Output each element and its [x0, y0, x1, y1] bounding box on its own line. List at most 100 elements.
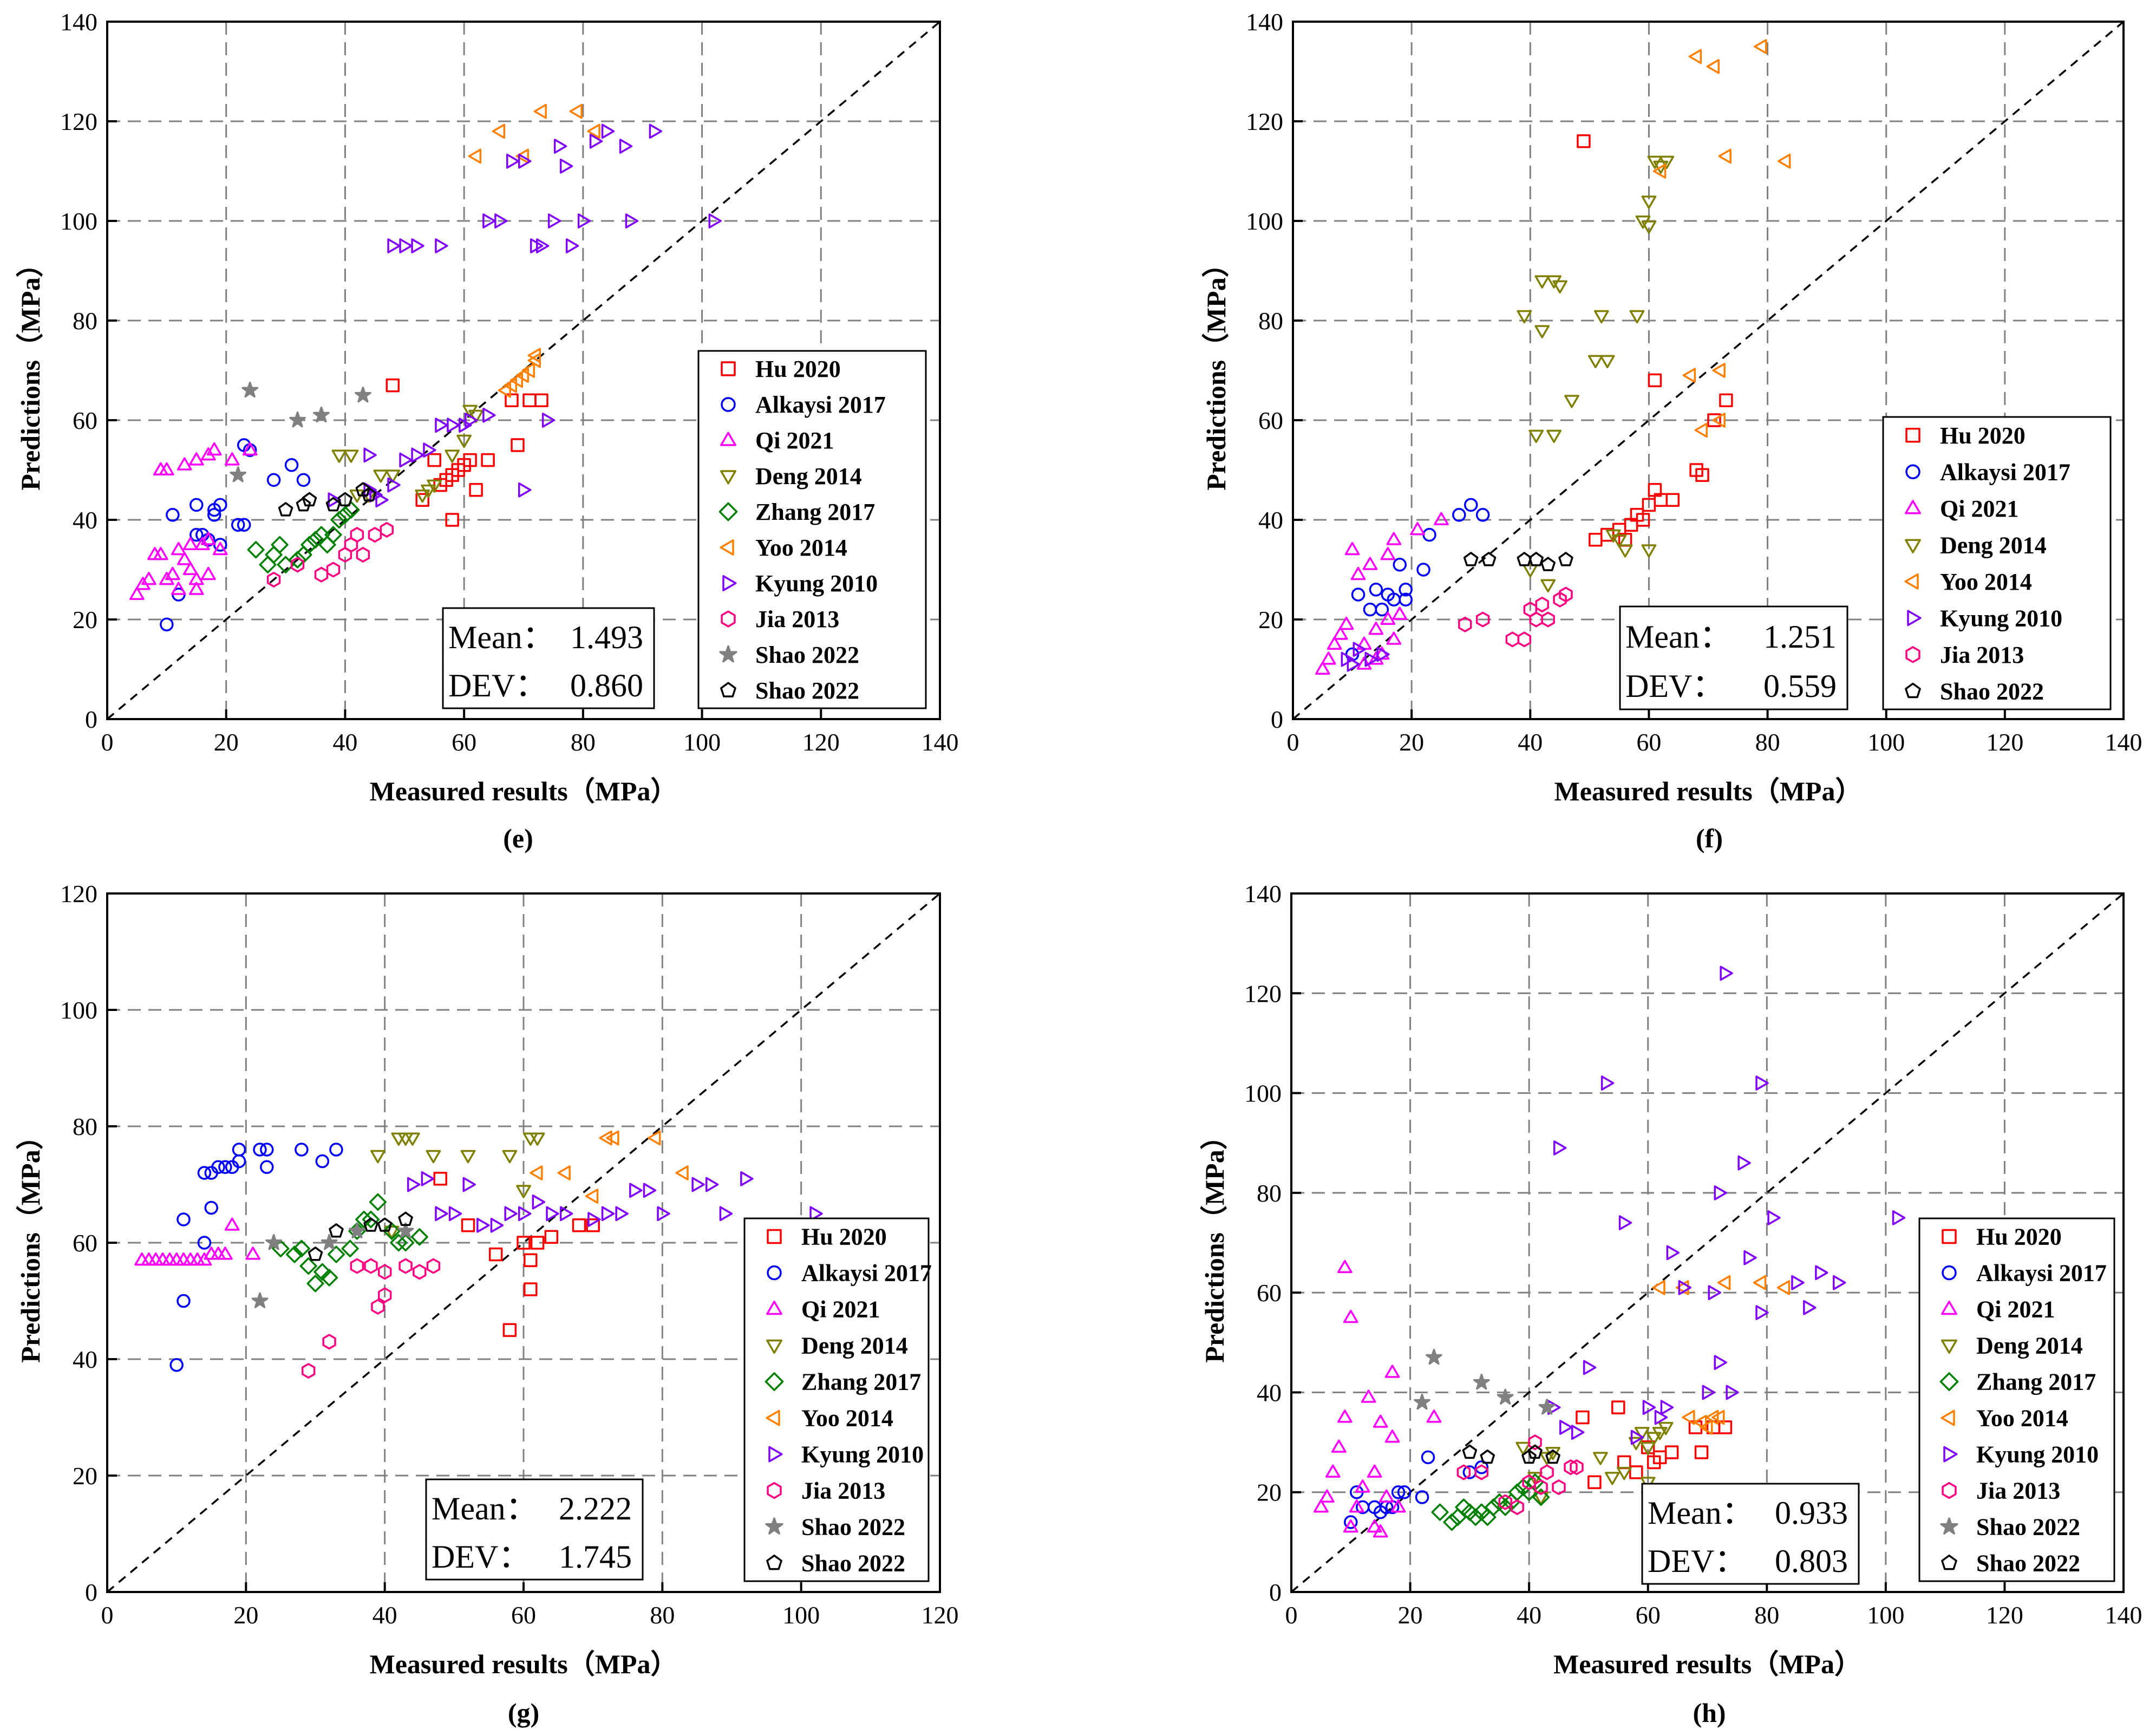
- data-point: [1664, 1445, 1679, 1459]
- legend-marker: [720, 432, 736, 446]
- data-point: [468, 148, 482, 164]
- data-point: [153, 547, 168, 560]
- data-point: [511, 438, 525, 452]
- mean-value: 1.251: [1763, 619, 1837, 655]
- data-point: [456, 434, 472, 448]
- data-point: [166, 508, 180, 522]
- data-point: [265, 546, 283, 564]
- data-point: [547, 213, 561, 229]
- series-kyung-2010: [328, 123, 722, 508]
- data-point: [1694, 422, 1708, 438]
- legend-label: Jia 2013: [755, 606, 839, 632]
- data-point: [387, 238, 401, 253]
- legend-marker: [767, 1482, 782, 1499]
- data-point: [188, 452, 204, 466]
- data-point: [232, 1143, 246, 1157]
- data-point: [1648, 373, 1662, 388]
- data-point: [411, 238, 424, 253]
- data-point: [1776, 1280, 1791, 1295]
- data-point: [355, 386, 371, 403]
- data-point: [1553, 591, 1567, 608]
- series-shao-2022-star-: [1414, 1348, 1556, 1415]
- data-point: [200, 532, 216, 545]
- data-point: [1755, 1305, 1769, 1320]
- data-point: [435, 417, 448, 433]
- data-point: [809, 1206, 823, 1222]
- series-alkaysi-2017: [169, 1143, 343, 1372]
- data-point: [284, 458, 299, 472]
- legend-label: Yoo 2014: [1976, 1405, 2068, 1432]
- x-tick-label: 140: [2105, 1601, 2142, 1629]
- y-tick-label: 0: [1269, 1578, 1282, 1606]
- data-point: [461, 1218, 475, 1232]
- data-point: [1629, 1465, 1643, 1479]
- data-point: [1475, 508, 1490, 522]
- series-jia-2013: [1456, 1434, 1584, 1515]
- legend-label: Hu 2020: [1976, 1224, 2062, 1250]
- data-point: [306, 531, 324, 549]
- x-tick-label: 60: [452, 728, 476, 756]
- series-kyung-2010: [407, 1171, 823, 1233]
- series-qi-2021: [1314, 1260, 1442, 1538]
- data-point: [1368, 651, 1384, 665]
- data-point: [204, 1200, 218, 1215]
- data-point: [1523, 564, 1538, 578]
- data-point: [1337, 1410, 1353, 1423]
- data-point: [405, 1132, 420, 1146]
- data-point: [1361, 1389, 1376, 1403]
- legend-marker: [1905, 682, 1921, 699]
- data-point: [260, 1143, 274, 1157]
- data-point: [587, 1212, 601, 1227]
- legend-marker: [1905, 539, 1921, 553]
- data-point: [1714, 1355, 1727, 1370]
- data-point: [1481, 552, 1497, 566]
- data-point: [326, 562, 341, 578]
- data-point: [1497, 1388, 1514, 1405]
- data-point: [1426, 1348, 1442, 1365]
- data-point: [1325, 1464, 1341, 1478]
- data-point: [1553, 1140, 1567, 1156]
- legend-marker: [1942, 1229, 1957, 1244]
- data-point: [421, 484, 436, 498]
- data-point: [355, 1210, 373, 1229]
- legend-label: Shao 2022: [755, 677, 859, 704]
- data-point: [1777, 153, 1791, 169]
- legend-label: Qi 2021: [1976, 1296, 2055, 1323]
- legend-marker: [1907, 610, 1922, 627]
- legend-marker: [721, 361, 736, 376]
- y-tick-label: 120: [1244, 980, 1282, 1007]
- data-point: [719, 1206, 733, 1222]
- data-point: [330, 511, 348, 529]
- data-point: [629, 1183, 643, 1198]
- data-point: [586, 1218, 600, 1232]
- data-point: [530, 1236, 545, 1250]
- data-point: [1583, 1360, 1597, 1375]
- data-point: [1552, 280, 1567, 293]
- data-point: [182, 537, 198, 550]
- data-point: [1652, 164, 1667, 179]
- y-tick-label: 140: [1244, 880, 1282, 908]
- y-tick-label: 20: [1257, 1479, 1282, 1506]
- data-point: [445, 449, 460, 463]
- data-point: [369, 1193, 387, 1211]
- data-point: [534, 393, 548, 407]
- data-point: [1416, 563, 1430, 577]
- data-point: [569, 103, 583, 119]
- data-point: [515, 368, 529, 383]
- stats-frame: [1619, 605, 1848, 710]
- data-point: [1682, 1410, 1695, 1425]
- y-tick-label: 140: [1246, 8, 1283, 36]
- data-point: [141, 572, 156, 585]
- data-point: [1474, 1464, 1489, 1480]
- data-point: [532, 1194, 545, 1210]
- data-point: [1528, 429, 1544, 443]
- data-point: [380, 522, 394, 538]
- data-point: [565, 238, 579, 253]
- data-point: [587, 123, 600, 139]
- data-point: [1714, 1185, 1727, 1200]
- data-point: [1665, 493, 1680, 507]
- data-point: [386, 378, 400, 393]
- data-point: [1344, 541, 1360, 556]
- mean-value: 0.933: [1775, 1495, 1848, 1531]
- legend-marker: [1941, 1300, 1957, 1315]
